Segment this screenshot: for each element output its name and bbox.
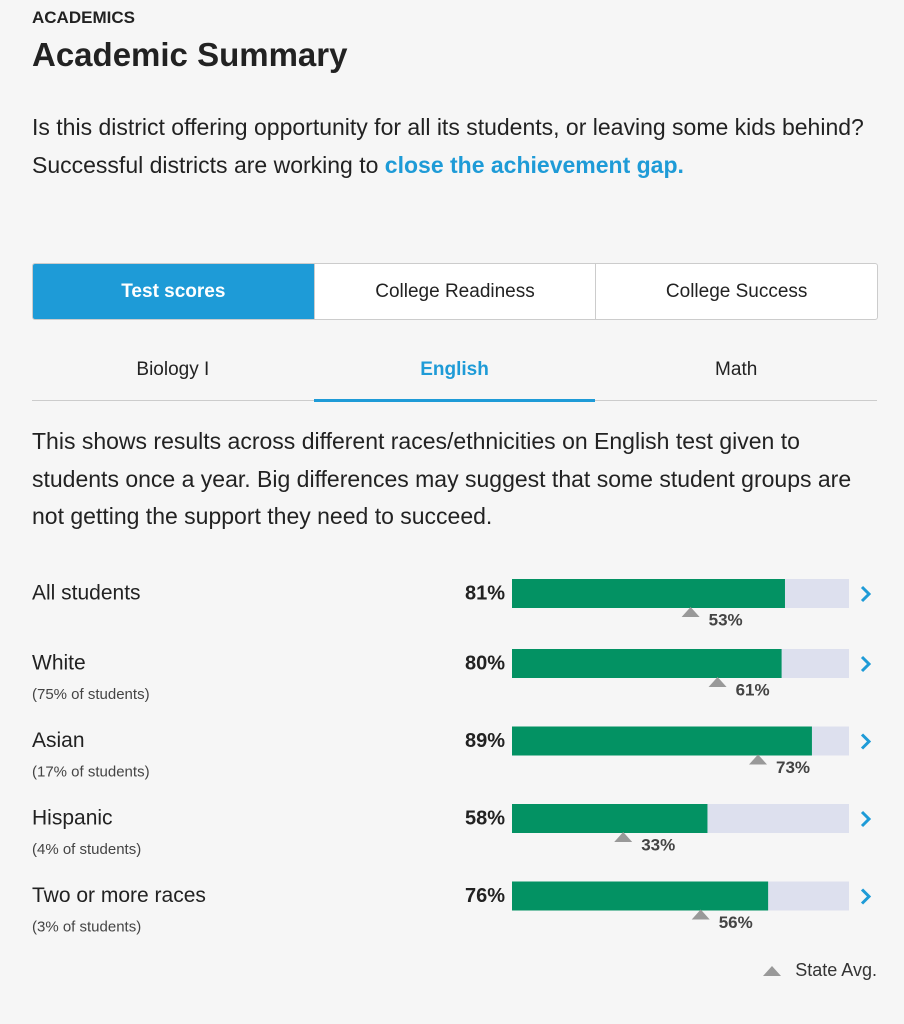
score-bar — [512, 881, 769, 911]
chevron[interactable] — [860, 655, 872, 673]
subject-tab[interactable]: English — [313, 340, 596, 402]
score-label: 80% — [465, 652, 505, 674]
state-avg-label: 33% — [641, 835, 675, 854]
tab[interactable]: College Readiness — [313, 264, 596, 319]
chevron[interactable] — [860, 810, 872, 828]
score-bar — [512, 804, 708, 833]
state-avg-label: 73% — [776, 758, 810, 777]
score-label: 58% — [465, 807, 505, 829]
score-label: 81% — [465, 582, 505, 604]
tab-bar: Test scores College Readiness College Succ… — [32, 263, 878, 320]
score-bar — [512, 726, 812, 756]
state-avg-marker — [708, 677, 727, 687]
group-label: White — [32, 652, 86, 675]
score-label: 76% — [465, 885, 505, 907]
eyebrow: ACADEMICS — [32, 8, 135, 27]
state-avg-label: 61% — [736, 680, 770, 699]
score-label: 89% — [465, 730, 505, 752]
group-label: All students — [32, 582, 141, 605]
legend-label: State Avg. — [795, 960, 877, 980]
subject-bar: Biology I English Math — [32, 340, 877, 402]
tab[interactable]: Test scores — [33, 264, 314, 319]
intro: Is this district offering opportunity fo… — [32, 109, 882, 184]
description: This shows results across different race… — [32, 428, 852, 529]
intro-text: Is this district offering opportunity fo… — [32, 114, 864, 178]
subject-tab[interactable]: Biology I — [136, 359, 210, 380]
state-avg-label: 56% — [719, 913, 753, 932]
group-label: Asian — [32, 729, 85, 752]
group-label: Hispanic — [32, 807, 113, 830]
chevron[interactable] — [860, 888, 872, 905]
state-avg-marker — [691, 909, 710, 920]
state-avg-marker — [614, 832, 633, 842]
legend-marker — [763, 966, 781, 976]
state-avg-marker — [681, 607, 700, 617]
group-share: (17% of students) — [32, 763, 150, 780]
group-share: (4% of students) — [32, 841, 141, 858]
group-label: Two or more races — [32, 884, 206, 907]
state-avg-marker — [749, 754, 768, 765]
state-avg-label: 53% — [709, 610, 743, 629]
score-bar — [512, 649, 782, 678]
tab[interactable]: College Success — [595, 264, 877, 319]
group-share: (75% of students) — [32, 686, 150, 703]
subject-tab[interactable]: Math — [715, 359, 758, 380]
score-bar — [512, 579, 785, 608]
chevron[interactable] — [860, 585, 872, 603]
chevron[interactable] — [860, 733, 872, 750]
link[interactable]: close the achievement gap. — [384, 151, 684, 178]
title: Academic Summary — [32, 36, 348, 73]
group-share: (3% of students) — [32, 918, 141, 935]
